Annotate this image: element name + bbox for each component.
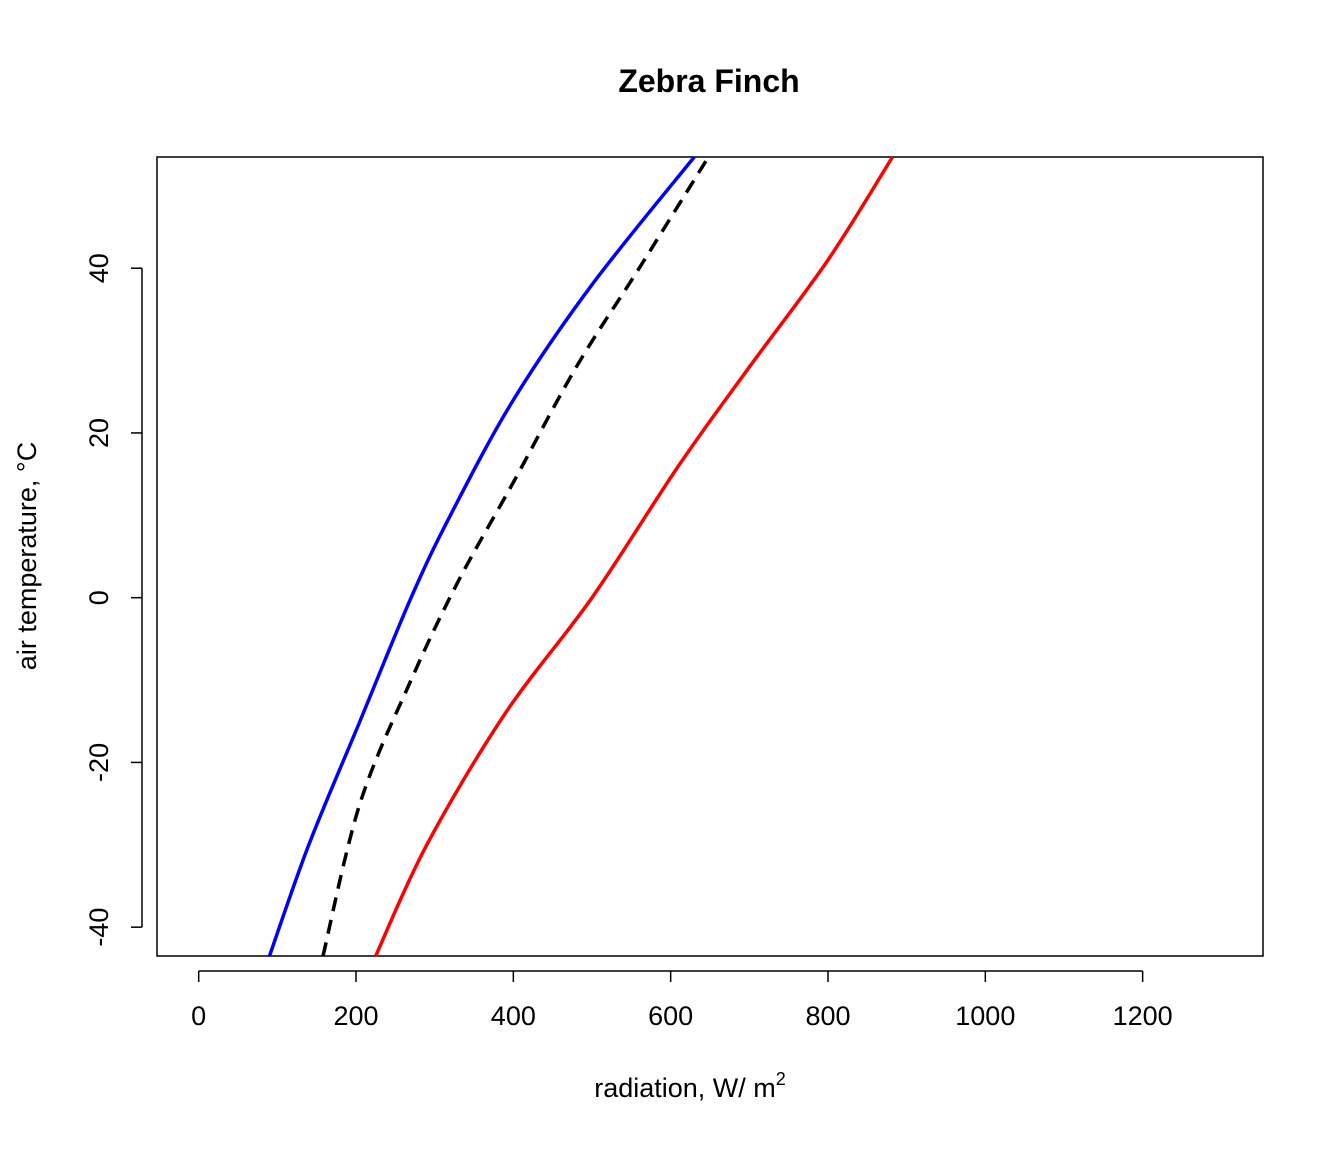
series-line-2 — [321, 156, 710, 957]
x-tick-label: 1000 — [955, 1001, 1015, 1031]
y-tick-label: 0 — [84, 590, 114, 605]
y-tick-label: 20 — [84, 418, 114, 448]
x-axis-label: radiation, W/ m2 — [594, 1069, 786, 1103]
y-axis: -40 -20 0 20 40 — [84, 253, 143, 947]
y-axis-label: air temperature, °C — [12, 442, 42, 670]
x-axis-label-superscript: 2 — [776, 1069, 786, 1089]
series-line-1 — [267, 155, 696, 957]
y-tick-label: -20 — [84, 743, 114, 782]
y-tick-label: -40 — [84, 908, 114, 947]
series-layer — [267, 155, 894, 957]
x-tick-label: 400 — [491, 1001, 536, 1031]
x-tick-label: 1200 — [1113, 1001, 1173, 1031]
x-axis: 0 200 400 600 800 1000 1200 — [191, 970, 1173, 1031]
series-line-3 — [374, 156, 894, 957]
x-tick-label: 0 — [191, 1001, 206, 1031]
y-tick-label: 40 — [84, 253, 114, 283]
chart-title: Zebra Finch — [618, 63, 799, 99]
x-tick-label: 800 — [805, 1001, 850, 1031]
x-tick-label: 200 — [333, 1001, 378, 1031]
x-axis-label-text: radiation, W/ m — [594, 1073, 776, 1103]
x-tick-label: 600 — [648, 1001, 693, 1031]
plot-frame — [156, 156, 1264, 957]
